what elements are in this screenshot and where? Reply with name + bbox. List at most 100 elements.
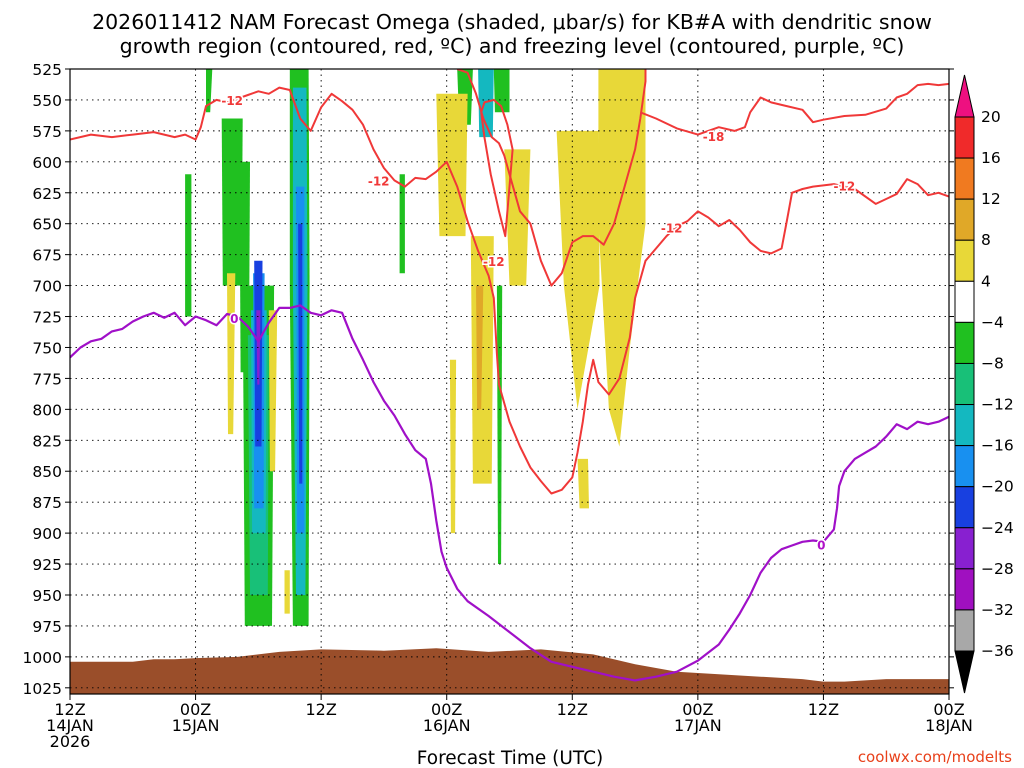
y-tick-label: 1025 <box>23 680 62 698</box>
x-axis-label: Forecast Time (UTC) <box>417 748 603 768</box>
y-tick-label: 800 <box>32 401 62 419</box>
contour-label: -12 <box>834 180 856 194</box>
x-tick-label: 12Z <box>54 700 85 719</box>
dgz-contour-line <box>480 98 514 238</box>
y-tick-label: 700 <box>32 278 62 296</box>
colorbar-segment <box>954 198 975 241</box>
y-tick-label: 975 <box>32 618 62 636</box>
colorbar-label: −20 <box>981 478 1014 496</box>
y-tick-label: 650 <box>32 216 62 234</box>
omega-shaded-region <box>493 69 510 113</box>
x-tick-label: 16JAN <box>423 716 471 735</box>
omega-shaded-region <box>399 174 405 274</box>
chart-title-line-2: growth region (contoured, red, ºC) and f… <box>120 34 905 58</box>
y-tick-label: 750 <box>32 339 62 357</box>
colorbar-label: −32 <box>981 601 1014 619</box>
colorbar-label: 4 <box>981 272 991 290</box>
colorbar-label: −12 <box>981 396 1014 414</box>
colorbar-segment <box>954 527 975 570</box>
y-tick-label: 950 <box>32 587 62 605</box>
x-tick-label: 00Z <box>180 700 211 719</box>
omega-shaded-region <box>504 149 531 286</box>
y-tick-label: 775 <box>32 370 62 388</box>
omega-shaded-region <box>221 118 243 286</box>
omega-shaded-region <box>496 285 503 564</box>
colorbar-segment <box>954 486 975 529</box>
contour-label: -12 <box>221 94 243 108</box>
colorbar-top-arrow <box>954 74 975 118</box>
x-tick-label: 12Z <box>557 700 588 719</box>
colorbar-label: 8 <box>981 231 991 249</box>
x-tick-label: 12Z <box>305 700 336 719</box>
colorbar: 20 16 12 8 4 −4 −8 −12 −16 −20 −24 −28 −32 −36 <box>954 74 1014 694</box>
omega-shaded-region <box>185 174 192 317</box>
colorbar-segment <box>954 404 975 447</box>
contour-label-layer: -12 -12 -12 -12 -12 -18 0 0 <box>220 93 857 554</box>
omega-shaded-region <box>478 69 494 138</box>
x-tick-label: 14JAN <box>46 716 94 735</box>
omega-shaded-region <box>598 69 646 447</box>
colorbar-segment <box>954 568 975 611</box>
y-tick-label: 725 <box>32 309 62 327</box>
colorbar-label: 12 <box>981 190 1001 208</box>
contour-label: -12 <box>368 175 390 189</box>
dgz-contour-line <box>456 69 647 287</box>
omega-shaded-region <box>470 236 494 484</box>
freezing-level-line <box>70 304 949 682</box>
colorbar-label: −8 <box>981 354 1004 372</box>
contour-label: 0 <box>817 538 825 552</box>
terrain-fill <box>70 648 949 694</box>
contour-label: -18 <box>703 130 725 144</box>
chart-title-line-1: 2026011412 NAM Forecast Omega (shaded, μ… <box>92 10 932 34</box>
colorbar-segment <box>954 445 975 488</box>
omega-shaded-region <box>436 93 468 237</box>
omega-shaded-region <box>298 223 303 484</box>
colorbar-label: −28 <box>981 560 1014 578</box>
dgz-contour-line <box>639 82 949 136</box>
y-tick-label: 675 <box>32 247 62 265</box>
grid-layer <box>70 69 949 694</box>
y-tick-label: 625 <box>32 185 62 203</box>
omega-shading-layer <box>185 69 646 626</box>
omega-shaded-region <box>284 570 290 614</box>
y-tick-label: 525 <box>32 61 62 79</box>
y-tick-label: 925 <box>32 556 62 574</box>
x-tick-label: 00Z <box>431 700 462 719</box>
y-tick-label: 825 <box>32 432 62 450</box>
colorbar-label: 16 <box>981 149 1001 167</box>
contour-label: -12 <box>661 222 683 236</box>
y-tick-label: 875 <box>32 494 62 512</box>
colorbar-segment <box>954 157 975 200</box>
y-tick-label: 550 <box>32 92 62 110</box>
omega-shaded-region <box>268 310 278 472</box>
x-tick-label: 00Z <box>682 700 713 719</box>
plot-frame <box>69 68 950 695</box>
y-axis: 525 550 575 600 625 650 675 700 725 750 775 800 825 8… <box>23 61 954 698</box>
contour-layer <box>70 69 949 682</box>
contour-label: -12 <box>483 255 505 269</box>
colorbar-segment <box>954 609 975 652</box>
x-tick-label: 12Z <box>808 700 839 719</box>
colorbar-label: −36 <box>981 642 1014 660</box>
x-tick-label: 00Z <box>933 700 964 719</box>
terrain-layer <box>70 648 949 694</box>
omega-shaded-region <box>449 359 457 534</box>
colorbar-label: −16 <box>981 437 1014 455</box>
x-tick-label: 2026 <box>50 732 91 751</box>
credit-text: coolwx.com/modelts <box>858 748 1012 766</box>
omega-shaded-region <box>577 458 589 509</box>
y-tick-label: 600 <box>32 154 62 172</box>
colorbar-label: 20 <box>981 108 1001 126</box>
colorbar-segment <box>954 321 975 364</box>
omega-shaded-region <box>556 130 600 410</box>
colorbar-segment <box>954 362 975 406</box>
x-tick-label: 18JAN <box>925 716 973 735</box>
colorbar-segment <box>954 116 975 159</box>
colorbar-bottom-arrow <box>954 650 975 694</box>
dgz-contour-line <box>70 86 949 495</box>
colorbar-label: −24 <box>981 519 1014 537</box>
colorbar-label: −4 <box>981 313 1004 331</box>
y-tick-label: 900 <box>32 525 62 543</box>
